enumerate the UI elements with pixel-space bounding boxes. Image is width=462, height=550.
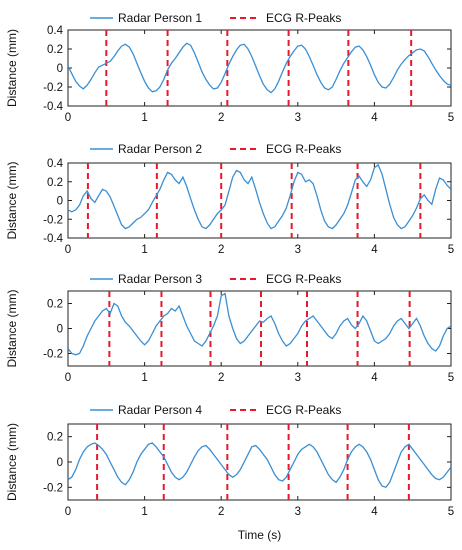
x-tick-label: 1 (141, 372, 147, 384)
x-tick-label: 5 (448, 372, 454, 384)
y-tick-label: -0.2 (43, 349, 63, 361)
y-tick-label: -0.2 (43, 82, 63, 94)
x-tick-label: 4 (371, 112, 378, 124)
x-tick-label: 3 (295, 244, 301, 256)
legend-radar-label: Radar Person 2 (118, 142, 202, 156)
legend-radar-label: Radar Person 4 (118, 403, 202, 417)
legend-radar-label: Radar Person 1 (118, 11, 202, 25)
panel-2: 0 1 2 3 4 5 -0.4 -0.2 0 0.2 0.4 Distance (mm) Radar … (5, 142, 454, 256)
radar-series-line (68, 292, 451, 356)
x-tick-label: 3 (295, 506, 301, 518)
x-tick-label: 2 (218, 372, 224, 384)
x-tick-label: 1 (141, 506, 147, 518)
x-tick-label: 3 (295, 112, 301, 124)
legend-radar-label: Radar Person 3 (118, 272, 202, 286)
panel-1: 0 1 2 3 4 5 -0.4 -0.2 0 0.2 0.4 Distance (mm) Radar … (5, 11, 454, 124)
x-tick-label: 1 (141, 112, 147, 124)
y-tick-label: 0.4 (47, 25, 64, 37)
plot-frame (67, 29, 452, 107)
x-tick-label: 1 (141, 244, 147, 256)
y-axis-title: Distance (mm) (5, 289, 19, 367)
x-axis-title: Time (s) (238, 528, 282, 542)
x-tick-label: 0 (65, 506, 71, 518)
radar-series-line (68, 163, 451, 230)
plot-frame (67, 423, 452, 501)
x-tick-label: 4 (371, 244, 378, 256)
x-tick-label: 2 (218, 112, 224, 124)
x-tick-label: 4 (371, 506, 378, 518)
y-axis-title: Distance (mm) (5, 29, 19, 107)
y-tick-label: 0.2 (47, 177, 63, 189)
y-tick-label: 0.4 (47, 158, 64, 170)
y-tick-label: 0 (57, 63, 63, 75)
x-tick-label: 5 (448, 506, 454, 518)
x-tick-label: 5 (448, 244, 454, 256)
plot-frame (67, 290, 452, 367)
y-tick-label: 0.2 (47, 44, 63, 56)
x-tick-label: 0 (65, 112, 71, 124)
x-tick-label: 2 (218, 506, 224, 518)
y-tick-label: 0 (57, 324, 63, 336)
x-tick-label: 4 (371, 372, 378, 384)
x-tick-label: 3 (295, 372, 301, 384)
x-tick-label: 0 (65, 244, 71, 256)
x-tick-label: 0 (65, 372, 71, 384)
y-tick-label: 0.2 (47, 299, 63, 311)
radar-series-line (68, 42, 451, 94)
legend-ecg-label: ECG R-Peaks (266, 403, 341, 417)
y-tick-label: -0.4 (43, 233, 63, 245)
y-tick-label: 0.2 (47, 432, 63, 444)
legend-ecg-label: ECG R-Peaks (266, 11, 341, 25)
y-axis-title: Distance (mm) (5, 423, 19, 501)
y-tick-label: 0 (57, 457, 63, 469)
legend-ecg-label: ECG R-Peaks (266, 272, 341, 286)
x-tick-label: 2 (218, 244, 224, 256)
y-tick-label: -0.2 (43, 482, 63, 494)
y-tick-label: 0 (57, 196, 63, 208)
x-tick-label: 5 (448, 112, 454, 124)
y-tick-label: -0.2 (43, 214, 63, 226)
radar-series-line (68, 442, 451, 489)
legend-ecg-label: ECG R-Peaks (266, 142, 341, 156)
y-tick-label: -0.4 (43, 101, 63, 113)
y-axis-title: Distance (mm) (5, 161, 19, 239)
